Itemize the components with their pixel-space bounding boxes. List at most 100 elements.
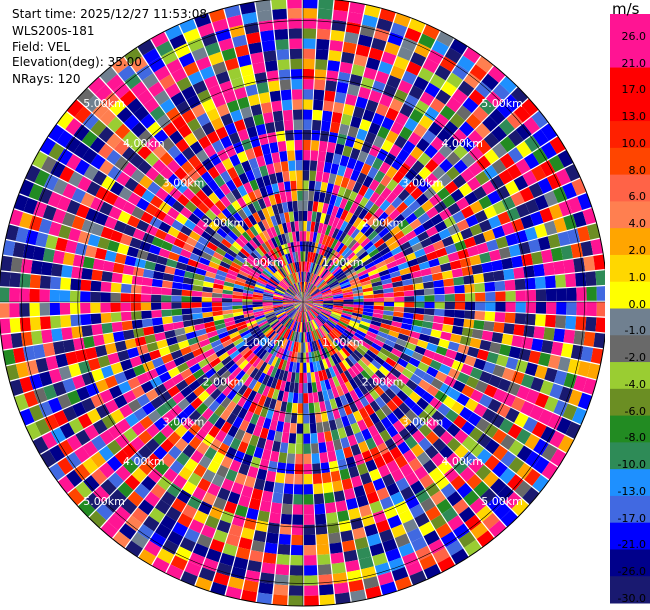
ray-gate <box>426 366 439 378</box>
ray-gate <box>429 73 446 89</box>
ray-gate <box>314 181 322 192</box>
ray-gate <box>382 314 394 321</box>
ray-gate <box>335 324 346 332</box>
ray-gate <box>320 181 328 193</box>
ray-gate <box>421 391 435 404</box>
ray-gate <box>434 113 449 129</box>
ray-gate <box>593 332 605 349</box>
ray-gate <box>410 403 424 417</box>
ray-gate <box>362 257 374 267</box>
ray-gate <box>380 187 392 200</box>
ray-gate <box>550 247 564 262</box>
ray-gate <box>506 112 523 129</box>
ray-gate <box>498 344 512 357</box>
ray-gate <box>513 324 525 336</box>
ray-gate <box>454 352 467 364</box>
ray-gate <box>332 153 342 165</box>
ray-gate <box>463 72 481 89</box>
ray-gate <box>491 259 504 272</box>
ray-gate <box>331 266 341 275</box>
ray-gate <box>338 276 349 284</box>
ray-gate <box>310 308 319 316</box>
ray-gate <box>501 222 515 236</box>
ray-gate <box>410 187 424 200</box>
ray-gate <box>354 231 364 242</box>
ray-gate <box>395 338 408 347</box>
ray-gate <box>453 144 469 159</box>
ray-gate <box>494 280 506 292</box>
ray-gate <box>303 170 310 181</box>
ray-gate <box>492 142 508 159</box>
ray-gate <box>371 80 386 94</box>
ray-gate <box>321 223 328 235</box>
ray-gate <box>513 267 525 279</box>
ray-gate <box>326 319 336 328</box>
ray-gate <box>374 183 386 196</box>
ray-gate <box>364 153 376 167</box>
ray-gate <box>317 150 327 162</box>
ray-gate <box>344 200 354 212</box>
ray-gate <box>326 183 334 195</box>
ray-gate <box>333 101 345 114</box>
ray-gate <box>473 403 488 418</box>
colorbar-tick-label: 1.0 <box>628 270 647 284</box>
ray-gate <box>315 278 324 287</box>
ray-gate <box>388 352 400 363</box>
ray-gate <box>346 325 358 333</box>
ray-gate <box>498 246 511 260</box>
ray-gate <box>444 302 455 310</box>
ray-gate <box>368 122 381 136</box>
ray-gate <box>358 343 369 353</box>
ray-gate <box>510 87 529 105</box>
ray-gate <box>303 292 306 302</box>
ray-gate <box>331 19 347 32</box>
ray-gate <box>372 285 384 291</box>
ray-gate <box>304 271 307 282</box>
ray-gate <box>491 159 507 175</box>
ray-gate <box>401 384 414 397</box>
ray-gate <box>397 333 410 342</box>
ray-gate <box>483 205 498 219</box>
ray-gate <box>399 328 411 336</box>
ray-gate <box>401 368 414 379</box>
ray-gate <box>305 282 310 293</box>
ray-gate <box>352 260 363 269</box>
colorbar-tick-label: 8.0 <box>628 163 647 177</box>
ray-gate <box>385 166 398 179</box>
ray-gate <box>420 327 432 336</box>
ray-gate <box>423 244 436 255</box>
ray-gate <box>339 197 348 210</box>
ray-gate <box>463 236 477 249</box>
ray-gate <box>430 265 442 275</box>
ray-gate <box>313 253 319 264</box>
ray-gate <box>474 380 489 394</box>
ray-gate <box>330 251 339 261</box>
ray-gate <box>303 299 313 302</box>
ray-gate <box>532 129 549 147</box>
ray-gate <box>494 312 506 323</box>
ray-gate <box>332 293 344 298</box>
ray-gate <box>518 241 531 255</box>
ray-gate <box>374 223 386 234</box>
ray-gate <box>521 336 534 350</box>
ray-gate <box>446 151 461 166</box>
ray-gate <box>367 327 379 335</box>
ray-gate <box>355 96 368 109</box>
ray-gate <box>346 179 357 191</box>
ray-gate <box>311 290 321 297</box>
ray-gate <box>378 61 393 75</box>
ray-gate <box>315 232 322 244</box>
ray-gate <box>473 273 485 284</box>
ray-gate <box>423 186 437 200</box>
ray-gate <box>365 99 379 113</box>
ray-gate <box>312 274 319 285</box>
ray-gate <box>330 163 340 175</box>
ray-gate <box>303 190 309 201</box>
ray-gate <box>321 202 329 214</box>
ray-gate <box>413 367 426 379</box>
ray-gate <box>402 347 415 357</box>
ray-gate <box>317 315 326 324</box>
ray-gate <box>330 314 341 321</box>
ray-gate <box>307 283 314 294</box>
ray-gate <box>423 349 436 360</box>
